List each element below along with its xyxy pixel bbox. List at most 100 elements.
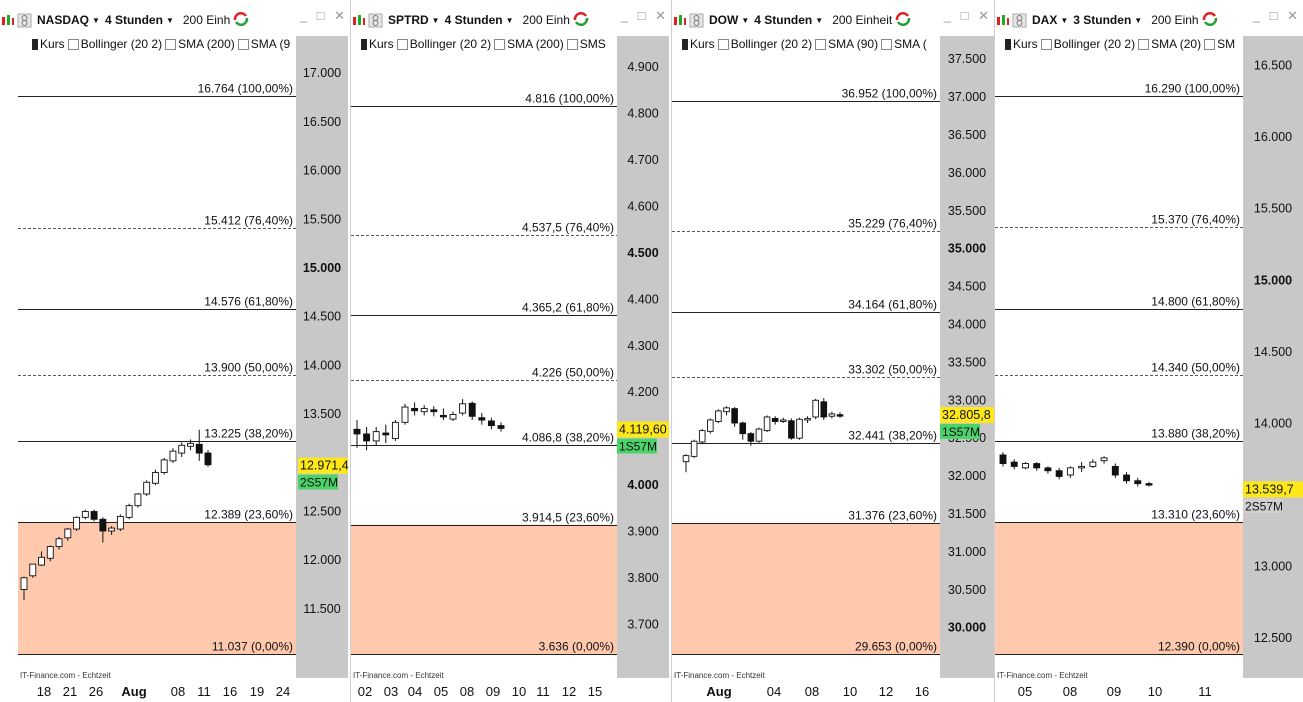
price-axis[interactable]: [296, 36, 348, 678]
candle[interactable]: [81, 511, 89, 518]
candle[interactable]: [20, 577, 28, 590]
chevron-down-icon[interactable]: ▼: [505, 15, 514, 25]
candle[interactable]: [1033, 463, 1041, 469]
candle[interactable]: [1100, 457, 1108, 462]
candle[interactable]: [353, 428, 361, 435]
candle[interactable]: [707, 419, 714, 432]
indicator-toggle[interactable]: Bollinger (20 2): [1040, 37, 1135, 51]
candle[interactable]: [698, 430, 706, 443]
candle[interactable]: [439, 414, 447, 418]
chevron-down-icon[interactable]: ▼: [1134, 15, 1143, 25]
candle[interactable]: [363, 433, 371, 442]
candle[interactable]: [187, 442, 194, 447]
candle[interactable]: [487, 420, 495, 427]
checkbox[interactable]: [1204, 38, 1216, 50]
candle-type-icon[interactable]: [995, 13, 1010, 28]
checkbox[interactable]: [566, 38, 578, 50]
checkbox[interactable]: [881, 38, 893, 50]
candle[interactable]: [55, 538, 63, 548]
candle[interactable]: [1044, 467, 1052, 472]
candle[interactable]: [204, 452, 212, 466]
period-selector[interactable]: 4 Stunden: [754, 13, 813, 27]
candle[interactable]: [1145, 483, 1153, 486]
candle[interactable]: [682, 455, 690, 463]
checkbox[interactable]: [396, 38, 408, 50]
link-icon[interactable]: [368, 13, 383, 28]
candle[interactable]: [1078, 465, 1086, 469]
candle[interactable]: [690, 440, 698, 457]
symbol-selector[interactable]: DOW: [709, 13, 739, 27]
candle[interactable]: [497, 425, 505, 429]
checkbox[interactable]: [165, 38, 177, 50]
candle[interactable]: [1089, 461, 1097, 467]
candle-type-icon[interactable]: [672, 13, 687, 28]
refresh-icon[interactable]: [232, 11, 250, 30]
symbol-selector[interactable]: DAX: [1032, 13, 1058, 27]
checkbox[interactable]: [815, 38, 827, 50]
checkbox[interactable]: [237, 38, 249, 50]
candle[interactable]: [731, 408, 738, 424]
candle[interactable]: [90, 511, 98, 520]
candle[interactable]: [1010, 461, 1018, 467]
candle[interactable]: [468, 402, 476, 417]
price-axis[interactable]: [940, 36, 994, 678]
chevron-down-icon[interactable]: ▼: [92, 15, 100, 25]
candle[interactable]: [747, 433, 755, 442]
candle[interactable]: [160, 459, 168, 473]
units-selector[interactable]: 200 Einheit: [832, 13, 893, 27]
candle[interactable]: [820, 401, 828, 418]
candle[interactable]: [195, 443, 203, 454]
candle[interactable]: [29, 563, 37, 577]
candle[interactable]: [372, 431, 380, 442]
candle[interactable]: [151, 472, 159, 484]
chevron-down-icon[interactable]: ▼: [1060, 15, 1069, 25]
indicator-toggle[interactable]: Bollinger (20 2): [67, 37, 162, 51]
window-controls[interactable]: _ □ ✕: [940, 8, 992, 24]
candle[interactable]: [739, 422, 747, 435]
indicator-toggle[interactable]: SMA (200): [494, 37, 564, 51]
candle[interactable]: [391, 421, 399, 440]
candle[interactable]: [1134, 480, 1142, 485]
candle[interactable]: [420, 407, 428, 413]
refresh-icon[interactable]: [572, 11, 590, 30]
indicator-toggle[interactable]: SMS: [566, 37, 606, 51]
indicator-toggle[interactable]: Kurs: [999, 37, 1038, 51]
candle[interactable]: [836, 414, 844, 417]
chevron-down-icon[interactable]: ▼: [815, 15, 824, 25]
checkbox[interactable]: [1040, 38, 1052, 50]
candle[interactable]: [1111, 465, 1119, 476]
link-icon[interactable]: [1012, 13, 1027, 28]
candle[interactable]: [143, 481, 151, 495]
candle[interactable]: [828, 413, 836, 417]
checkbox[interactable]: [67, 38, 79, 50]
candle[interactable]: [804, 418, 811, 421]
candle[interactable]: [38, 556, 45, 566]
indicator-toggle[interactable]: Kurs: [26, 37, 65, 51]
candle-type-icon[interactable]: [0, 13, 15, 28]
indicator-toggle[interactable]: SMA (90): [815, 37, 878, 51]
candle[interactable]: [401, 406, 409, 423]
checkbox[interactable]: [32, 38, 38, 50]
window-controls[interactable]: _ □ ✕: [296, 8, 348, 24]
candle[interactable]: [1022, 463, 1029, 469]
candle[interactable]: [788, 420, 795, 439]
refresh-icon[interactable]: [1201, 11, 1219, 30]
window-controls[interactable]: _ □ ✕: [617, 8, 669, 24]
checkbox[interactable]: [494, 38, 506, 50]
indicator-toggle[interactable]: SMA (200): [165, 37, 235, 51]
candle[interactable]: [46, 546, 54, 559]
indicator-toggle[interactable]: Bollinger (20 2): [396, 37, 491, 51]
candle[interactable]: [169, 450, 177, 462]
candle[interactable]: [430, 409, 438, 413]
checkbox[interactable]: [717, 38, 729, 50]
chevron-down-icon[interactable]: ▼: [165, 15, 174, 25]
candle[interactable]: [478, 417, 486, 421]
link-icon[interactable]: [689, 13, 704, 28]
checkbox[interactable]: [1005, 38, 1011, 50]
candle[interactable]: [449, 414, 457, 420]
candle[interactable]: [116, 515, 124, 530]
candle[interactable]: [459, 403, 467, 414]
candle[interactable]: [73, 516, 81, 530]
indicator-toggle[interactable]: SMA (20): [1138, 37, 1201, 51]
checkbox[interactable]: [682, 38, 688, 50]
